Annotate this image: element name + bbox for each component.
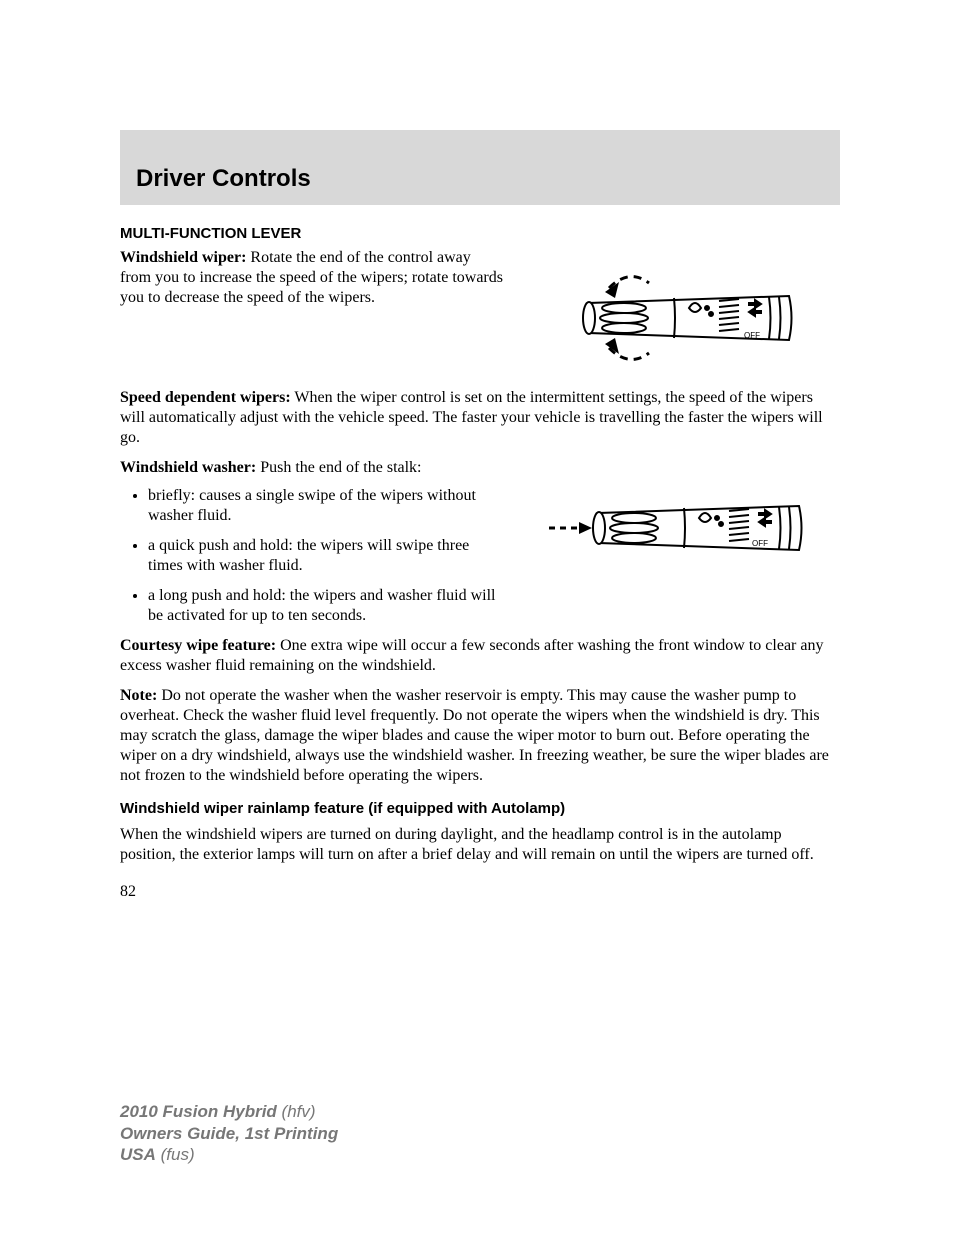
footer-code1: (hfv) [277, 1102, 316, 1121]
courtesy-paragraph: Courtesy wipe feature: One extra wipe wi… [120, 636, 834, 676]
footer-region: USA [120, 1145, 156, 1164]
courtesy-label: Courtesy wipe feature: [120, 637, 276, 654]
footer-line-3: USA (fus) [120, 1144, 338, 1165]
header-bar: Driver Controls [120, 130, 840, 205]
rainlamp-heading: Windshield wiper rainlamp feature (if eq… [120, 800, 834, 817]
svg-text:OFF: OFF [744, 331, 760, 340]
footer-line-2: Owners Guide, 1st Printing [120, 1123, 338, 1144]
page-number: 82 [120, 883, 834, 901]
list-item: a long push and hold: the wipers and was… [148, 586, 504, 626]
rainlamp-paragraph: When the windshield wipers are turned on… [120, 825, 834, 865]
lever-rotate-icon: OFF [549, 248, 809, 388]
footer-model: 2010 Fusion Hybrid [120, 1102, 277, 1121]
washer-bullets: briefly: causes a single swipe of the wi… [120, 486, 504, 626]
note-label: Note: [120, 687, 157, 704]
wiper-row: Windshield wiper: Rotate the end of the … [120, 248, 834, 388]
note-text: Do not operate the washer when the washe… [120, 687, 829, 784]
page-title: Driver Controls [136, 165, 311, 193]
wiper-label: Windshield wiper: [120, 249, 246, 266]
footer: 2010 Fusion Hybrid (hfv) Owners Guide, 1… [120, 1101, 338, 1165]
washer-label: Windshield washer: [120, 459, 256, 476]
washer-row: Windshield washer: Push the end of the s… [120, 458, 834, 636]
wiper-paragraph: Windshield wiper: Rotate the end of the … [120, 248, 504, 308]
speed-dependent-paragraph: Speed dependent wipers: When the wiper c… [120, 388, 834, 448]
washer-paragraph: Windshield washer: Push the end of the s… [120, 458, 504, 478]
section-heading: MULTI-FUNCTION LEVER [120, 225, 834, 242]
footer-code2: (fus) [156, 1145, 195, 1164]
speed-dep-label: Speed dependent wipers: [120, 389, 291, 406]
lever-push-icon: OFF [544, 478, 814, 578]
footer-line-1: 2010 Fusion Hybrid (hfv) [120, 1101, 338, 1122]
svg-text:OFF: OFF [752, 539, 768, 548]
washer-text: Push the end of the stalk: [256, 459, 421, 476]
list-item: briefly: causes a single swipe of the wi… [148, 486, 504, 526]
page: Driver Controls MULTI-FUNCTION LEVER Win… [0, 0, 954, 1235]
note-paragraph: Note: Do not operate the washer when the… [120, 686, 834, 786]
list-item: a quick push and hold: the wipers will s… [148, 536, 504, 576]
